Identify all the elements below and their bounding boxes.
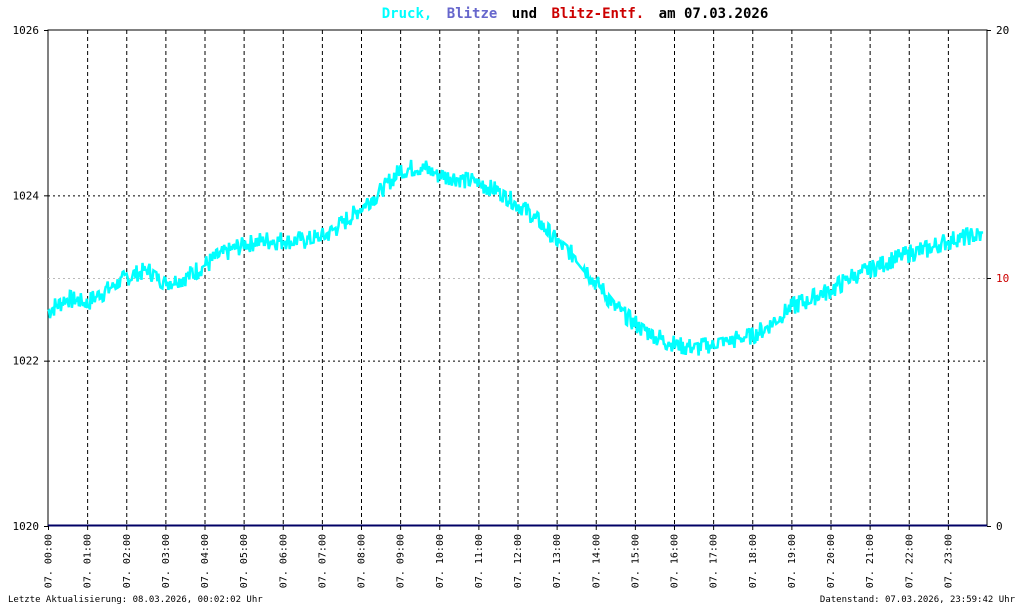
series-layer	[47, 159, 987, 527]
x-axis-ticks: 07. 00:00 07. 01:00 07. 02:00 07. 03:00 07. …	[44, 526, 954, 588]
x-tick-label: 07. 16:00	[670, 534, 681, 588]
right-axis-ticks: 0 10 20	[987, 24, 1009, 533]
x-tick-label: 07. 12:00	[513, 534, 524, 588]
x-tick-label: 07. 18:00	[748, 534, 759, 588]
x-tick-label: 07. 08:00	[357, 534, 368, 588]
x-tick-label: 07. 00:00	[44, 534, 55, 588]
x-tick-label: 07. 20:00	[826, 534, 837, 588]
x-tick-label: 07. 21:00	[865, 534, 876, 588]
x-tick-label: 07. 13:00	[552, 534, 563, 588]
left-axis-ticks: 1020 1022 1024 1026	[13, 24, 48, 533]
left-tick-label: 1026	[13, 24, 40, 37]
left-tick-label: 1024	[13, 189, 40, 202]
series-druck-line	[47, 159, 984, 356]
title-druck: Druck,	[382, 6, 433, 22]
x-tick-label: 07. 04:00	[200, 534, 211, 588]
right-tick-label: 20	[996, 24, 1009, 37]
title-date: am 07.03.2026	[659, 6, 769, 22]
footer-last-update: Letzte Aktualisierung: 08.03.2026, 00:02…	[8, 595, 263, 605]
x-tick-label: 07. 01:00	[83, 534, 94, 588]
x-tick-label: 07. 23:00	[943, 534, 954, 588]
x-tick-label: 07. 15:00	[630, 534, 641, 588]
right-tick-label: 0	[996, 520, 1003, 533]
chart-title: Druck, Blitze und Blitz-Entf. am 07.03.2…	[382, 6, 769, 22]
x-tick-label: 07. 11:00	[474, 534, 485, 588]
x-tick-label: 07. 02:00	[122, 534, 133, 588]
x-tick-label: 07. 07:00	[317, 534, 328, 588]
left-tick-label: 1020	[13, 520, 40, 533]
left-tick-label: 1022	[13, 355, 40, 368]
title-blitz-entf: Blitz-Entf.	[552, 6, 645, 22]
x-tick-label: 07. 19:00	[787, 534, 798, 588]
right-tick-label: 10	[996, 272, 1009, 285]
x-tick-label: 07. 03:00	[161, 534, 172, 588]
x-tick-label: 07. 22:00	[904, 534, 915, 588]
x-tick-label: 07. 05:00	[239, 534, 250, 588]
x-tick-label: 07. 06:00	[278, 534, 289, 588]
x-tick-label: 07. 17:00	[709, 534, 720, 588]
footer-data-status: Datenstand: 07.03.2026, 23:59:42 Uhr	[820, 595, 1016, 605]
x-tick-label: 07. 09:00	[396, 534, 407, 588]
x-tick-label: 07. 10:00	[435, 534, 446, 588]
title-und: und	[512, 6, 537, 22]
x-tick-label: 07. 14:00	[591, 534, 602, 588]
title-blitze: Blitze	[447, 6, 498, 22]
